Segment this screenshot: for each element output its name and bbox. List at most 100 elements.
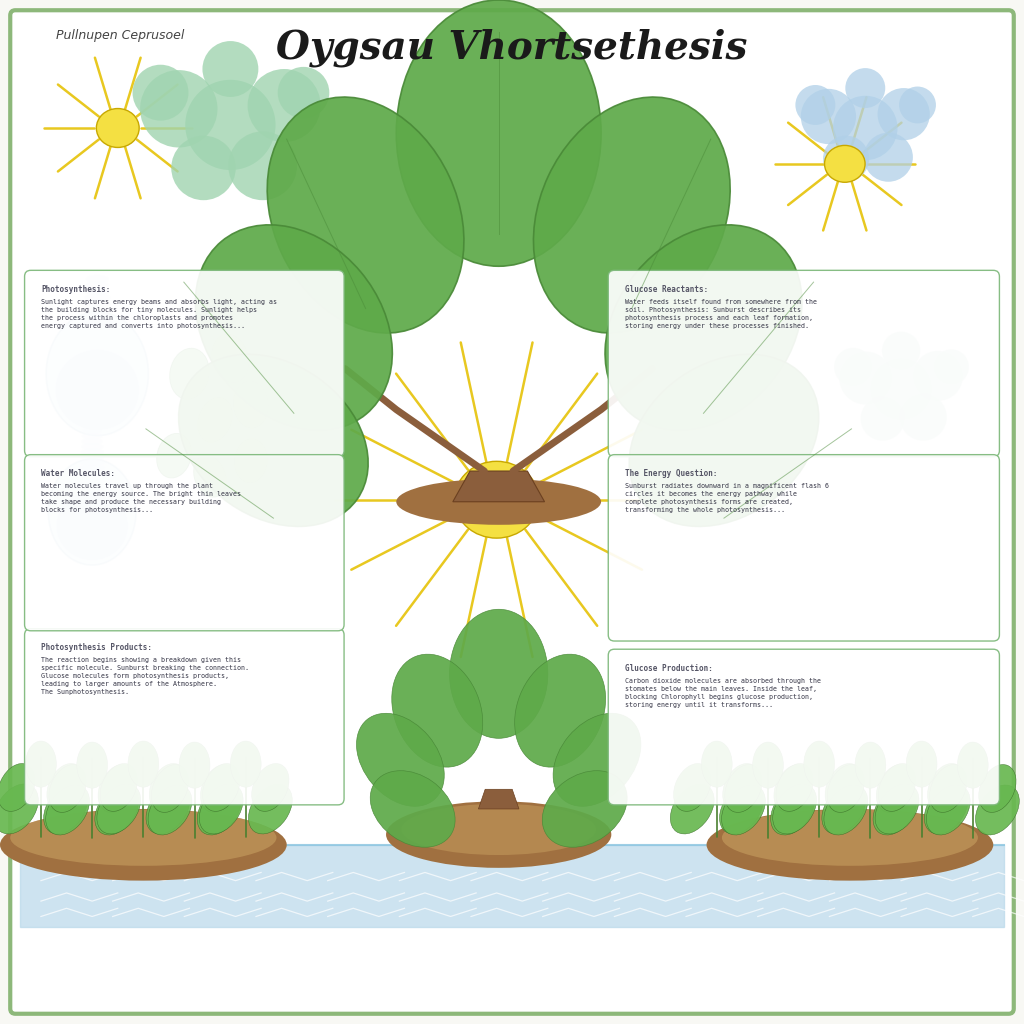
Circle shape xyxy=(823,136,869,182)
Circle shape xyxy=(846,68,885,108)
Ellipse shape xyxy=(0,764,35,811)
Ellipse shape xyxy=(56,492,128,560)
Ellipse shape xyxy=(10,809,276,866)
Text: Carbon dioxide molecules are absorbed through the
stomates below the main leaves: Carbon dioxide molecules are absorbed th… xyxy=(625,678,820,708)
Ellipse shape xyxy=(396,0,601,266)
Ellipse shape xyxy=(827,765,864,812)
Ellipse shape xyxy=(450,609,548,738)
Ellipse shape xyxy=(198,785,241,835)
Text: Oygsau Vhortsethesis: Oygsau Vhortsethesis xyxy=(276,29,748,68)
Ellipse shape xyxy=(855,742,886,788)
Ellipse shape xyxy=(84,293,111,302)
Circle shape xyxy=(132,65,188,121)
Ellipse shape xyxy=(906,741,937,787)
Ellipse shape xyxy=(671,784,714,834)
Ellipse shape xyxy=(723,764,760,811)
Circle shape xyxy=(860,396,905,440)
Circle shape xyxy=(171,136,236,201)
Circle shape xyxy=(140,70,217,147)
Ellipse shape xyxy=(753,742,783,788)
Ellipse shape xyxy=(267,97,464,333)
Circle shape xyxy=(203,41,258,97)
Circle shape xyxy=(185,80,275,170)
Ellipse shape xyxy=(46,312,148,435)
Text: Photosynthesis:: Photosynthesis: xyxy=(41,285,111,294)
Ellipse shape xyxy=(194,456,226,497)
Ellipse shape xyxy=(148,785,191,835)
Ellipse shape xyxy=(252,764,289,811)
Ellipse shape xyxy=(230,741,261,787)
Ellipse shape xyxy=(196,225,392,430)
Circle shape xyxy=(913,351,963,401)
Ellipse shape xyxy=(212,334,249,383)
Circle shape xyxy=(801,89,856,144)
FancyBboxPatch shape xyxy=(608,455,999,641)
Ellipse shape xyxy=(873,785,916,835)
Ellipse shape xyxy=(720,784,763,834)
Ellipse shape xyxy=(976,785,1019,835)
FancyBboxPatch shape xyxy=(25,629,344,805)
Ellipse shape xyxy=(930,765,967,812)
Circle shape xyxy=(278,67,330,119)
Ellipse shape xyxy=(701,741,732,787)
Ellipse shape xyxy=(178,354,369,526)
Ellipse shape xyxy=(877,765,913,812)
FancyBboxPatch shape xyxy=(608,270,999,457)
Ellipse shape xyxy=(605,225,802,430)
FancyBboxPatch shape xyxy=(25,455,344,631)
Circle shape xyxy=(900,393,947,440)
Ellipse shape xyxy=(82,437,102,445)
Ellipse shape xyxy=(79,464,105,471)
Ellipse shape xyxy=(925,784,968,834)
Ellipse shape xyxy=(83,311,112,321)
Text: Sunlight captures energy beams and absorbs light, acting as
the building blocks : Sunlight captures energy beams and absor… xyxy=(41,299,276,329)
Ellipse shape xyxy=(128,741,159,787)
Ellipse shape xyxy=(822,784,865,834)
Ellipse shape xyxy=(179,742,210,788)
Ellipse shape xyxy=(674,764,711,811)
Ellipse shape xyxy=(725,765,762,812)
Ellipse shape xyxy=(876,784,919,834)
Ellipse shape xyxy=(928,764,965,811)
Text: Water Molecules:: Water Molecules: xyxy=(41,469,115,478)
Circle shape xyxy=(882,332,921,370)
Polygon shape xyxy=(453,471,545,502)
Ellipse shape xyxy=(84,299,111,308)
Ellipse shape xyxy=(396,479,601,524)
Ellipse shape xyxy=(957,742,988,788)
Ellipse shape xyxy=(97,784,140,834)
Ellipse shape xyxy=(80,459,104,466)
Text: Water feeds itself found from somewhere from the
soil. Photosynthesis: Sunburst : Water feeds itself found from somewhere … xyxy=(625,299,817,329)
Ellipse shape xyxy=(100,764,137,811)
Circle shape xyxy=(840,351,892,404)
Ellipse shape xyxy=(804,741,835,787)
Text: The Energy Question:: The Energy Question: xyxy=(625,469,717,478)
Ellipse shape xyxy=(455,461,539,539)
Ellipse shape xyxy=(386,801,611,868)
Ellipse shape xyxy=(157,433,191,478)
FancyBboxPatch shape xyxy=(10,10,1014,1014)
Ellipse shape xyxy=(371,771,455,847)
Ellipse shape xyxy=(979,765,1016,812)
Circle shape xyxy=(934,349,969,385)
Ellipse shape xyxy=(401,804,596,855)
Ellipse shape xyxy=(81,443,103,451)
Ellipse shape xyxy=(26,741,56,787)
Ellipse shape xyxy=(81,449,103,456)
Polygon shape xyxy=(478,790,519,809)
Ellipse shape xyxy=(146,784,189,834)
Ellipse shape xyxy=(707,809,993,881)
Ellipse shape xyxy=(55,349,139,430)
Ellipse shape xyxy=(150,764,186,811)
Ellipse shape xyxy=(49,765,86,812)
Ellipse shape xyxy=(82,432,102,440)
Ellipse shape xyxy=(44,784,87,834)
Ellipse shape xyxy=(356,714,444,806)
Text: Pullnupen Ceprusoel: Pullnupen Ceprusoel xyxy=(56,29,184,42)
Ellipse shape xyxy=(824,145,865,182)
Circle shape xyxy=(796,85,836,125)
Text: Photosynthesis Products:: Photosynthesis Products: xyxy=(41,643,152,652)
Ellipse shape xyxy=(392,654,482,767)
FancyBboxPatch shape xyxy=(608,649,999,805)
Ellipse shape xyxy=(170,348,209,399)
